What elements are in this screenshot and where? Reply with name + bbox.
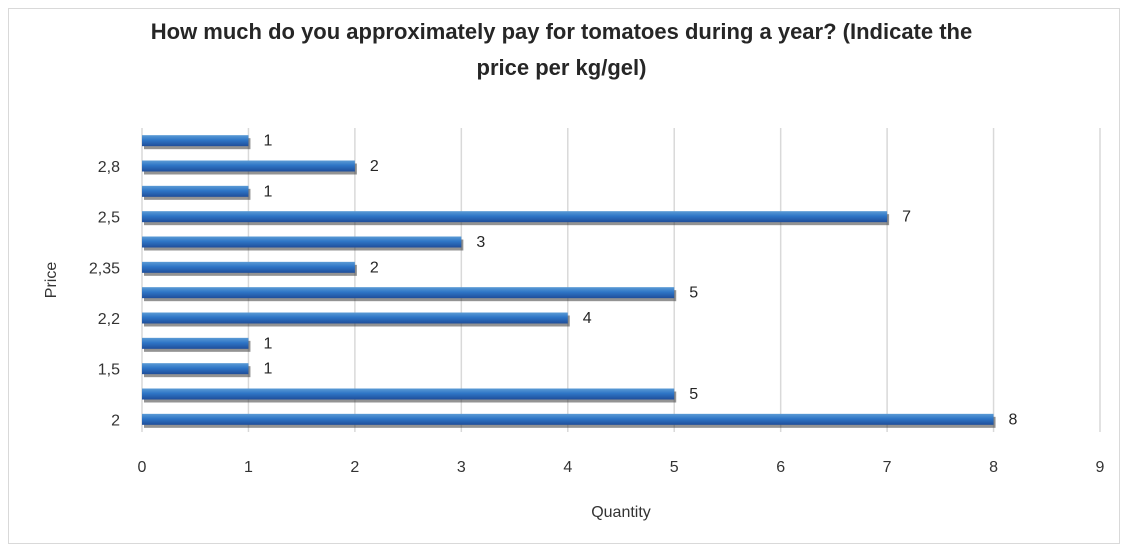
y-tick-label: 2,8 bbox=[98, 159, 120, 176]
axis-ticks: 0 1 2 3 4 5 6 7 8 9 2 1,5 2,2 2,35 2,5 2,8 bbox=[89, 159, 1105, 476]
bar bbox=[142, 337, 249, 349]
data-label: 1 bbox=[263, 133, 272, 150]
x-tick-label: 2 bbox=[350, 459, 359, 476]
x-tick-label: 0 bbox=[138, 459, 147, 476]
data-label: 8 bbox=[1009, 411, 1018, 428]
bar bbox=[142, 135, 249, 147]
data-label: 3 bbox=[476, 234, 485, 251]
bar bbox=[142, 312, 568, 324]
x-tick-label: 9 bbox=[1096, 459, 1105, 476]
data-label: 2 bbox=[370, 158, 379, 175]
data-label: 1 bbox=[263, 183, 272, 200]
x-tick-label: 1 bbox=[244, 459, 253, 476]
bar bbox=[142, 236, 462, 248]
data-labels: 8 5 1 1 4 5 2 3 7 1 2 1 bbox=[263, 133, 1017, 429]
chart-title: How much do you approximately pay for to… bbox=[150, 19, 973, 80]
data-label: 5 bbox=[689, 386, 698, 403]
x-tick-label: 5 bbox=[670, 459, 679, 476]
x-axis-label: Quantity bbox=[591, 504, 651, 521]
x-tick-label: 3 bbox=[457, 459, 466, 476]
data-label: 1 bbox=[263, 361, 272, 378]
y-tick-label: 1,5 bbox=[98, 362, 120, 379]
y-tick-label: 2,5 bbox=[98, 210, 120, 227]
bar bbox=[142, 211, 888, 223]
chart-frame bbox=[8, 8, 1120, 544]
bars bbox=[142, 135, 996, 428]
bar bbox=[142, 388, 675, 400]
x-tick-label: 7 bbox=[883, 459, 892, 476]
y-axis-label: Price bbox=[43, 262, 60, 299]
x-tick-label: 6 bbox=[776, 459, 785, 476]
bar bbox=[142, 363, 249, 375]
data-label: 7 bbox=[902, 209, 911, 226]
y-tick-label: 2,35 bbox=[89, 260, 120, 277]
bar bbox=[142, 413, 994, 425]
data-label: 1 bbox=[263, 335, 272, 352]
gridlines bbox=[141, 128, 1101, 432]
bar bbox=[142, 261, 355, 273]
x-tick-label: 4 bbox=[563, 459, 572, 476]
data-label: 2 bbox=[370, 259, 379, 276]
bar bbox=[142, 160, 355, 172]
y-tick-label: 2,2 bbox=[98, 311, 120, 328]
bar bbox=[142, 185, 249, 197]
data-label: 4 bbox=[583, 310, 592, 327]
x-tick-label: 8 bbox=[989, 459, 998, 476]
data-label: 5 bbox=[689, 285, 698, 302]
y-tick-label: 2 bbox=[111, 412, 120, 429]
bar bbox=[142, 287, 675, 299]
